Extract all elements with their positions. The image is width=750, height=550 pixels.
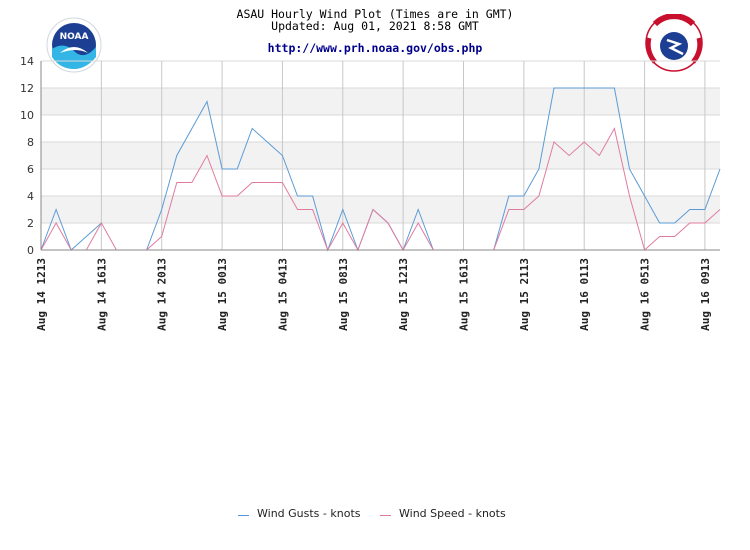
x-tick-label: Aug 15 1213 — [397, 258, 410, 331]
y-tick-label: 10 — [20, 109, 34, 122]
legend-speed-swatch — [380, 514, 391, 516]
x-tick-label: Aug 15 1613 — [457, 258, 470, 331]
chart-title: ASAU Hourly Wind Plot (Times are in GMT) — [236, 7, 514, 21]
grid-band — [41, 88, 720, 115]
y-tick-label: 12 — [20, 82, 34, 95]
y-tick-label: 8 — [27, 136, 34, 149]
y-tick-label: 0 — [27, 244, 34, 257]
x-tick-label: Aug 16 0113 — [578, 258, 591, 331]
x-tick-label: Aug 16 0513 — [639, 258, 652, 331]
x-tick-label: Aug 15 0413 — [276, 258, 289, 331]
x-tick-label: Aug 16 0913 — [699, 258, 712, 331]
y-tick-label: 14 — [20, 55, 34, 68]
noaa-logo-icon: NOAA — [46, 17, 102, 73]
y-tick-label: 2 — [27, 217, 34, 230]
legend-gusts-label: Wind Gusts - knots — [257, 507, 361, 520]
svg-text:NOAA: NOAA — [60, 32, 89, 42]
grid-band — [41, 196, 720, 223]
x-tick-label: Aug 15 0013 — [216, 258, 229, 331]
updated-timestamp: Updated: Aug 01, 2021 8:58 GMT — [271, 19, 479, 33]
x-tick-label: Aug 14 1613 — [95, 258, 108, 331]
grid-band — [41, 142, 720, 169]
x-tick-label: Aug 15 2113 — [518, 258, 531, 331]
x-tick-label: Aug 15 0813 — [337, 258, 350, 331]
legend-gusts-swatch — [238, 514, 249, 516]
y-tick-label: 4 — [27, 190, 34, 203]
source-url[interactable]: http://www.prh.noaa.gov/obs.php — [267, 41, 483, 55]
legend-speed-label: Wind Speed - knots — [399, 507, 506, 520]
x-tick-label: Aug 14 2013 — [156, 258, 169, 331]
legend-gusts: Wind Gusts - knots — [238, 507, 361, 520]
x-tick-label: Aug 14 1213 — [35, 258, 48, 331]
legend-speed: Wind Speed - knots — [380, 507, 506, 520]
y-tick-label: 6 — [27, 163, 34, 176]
